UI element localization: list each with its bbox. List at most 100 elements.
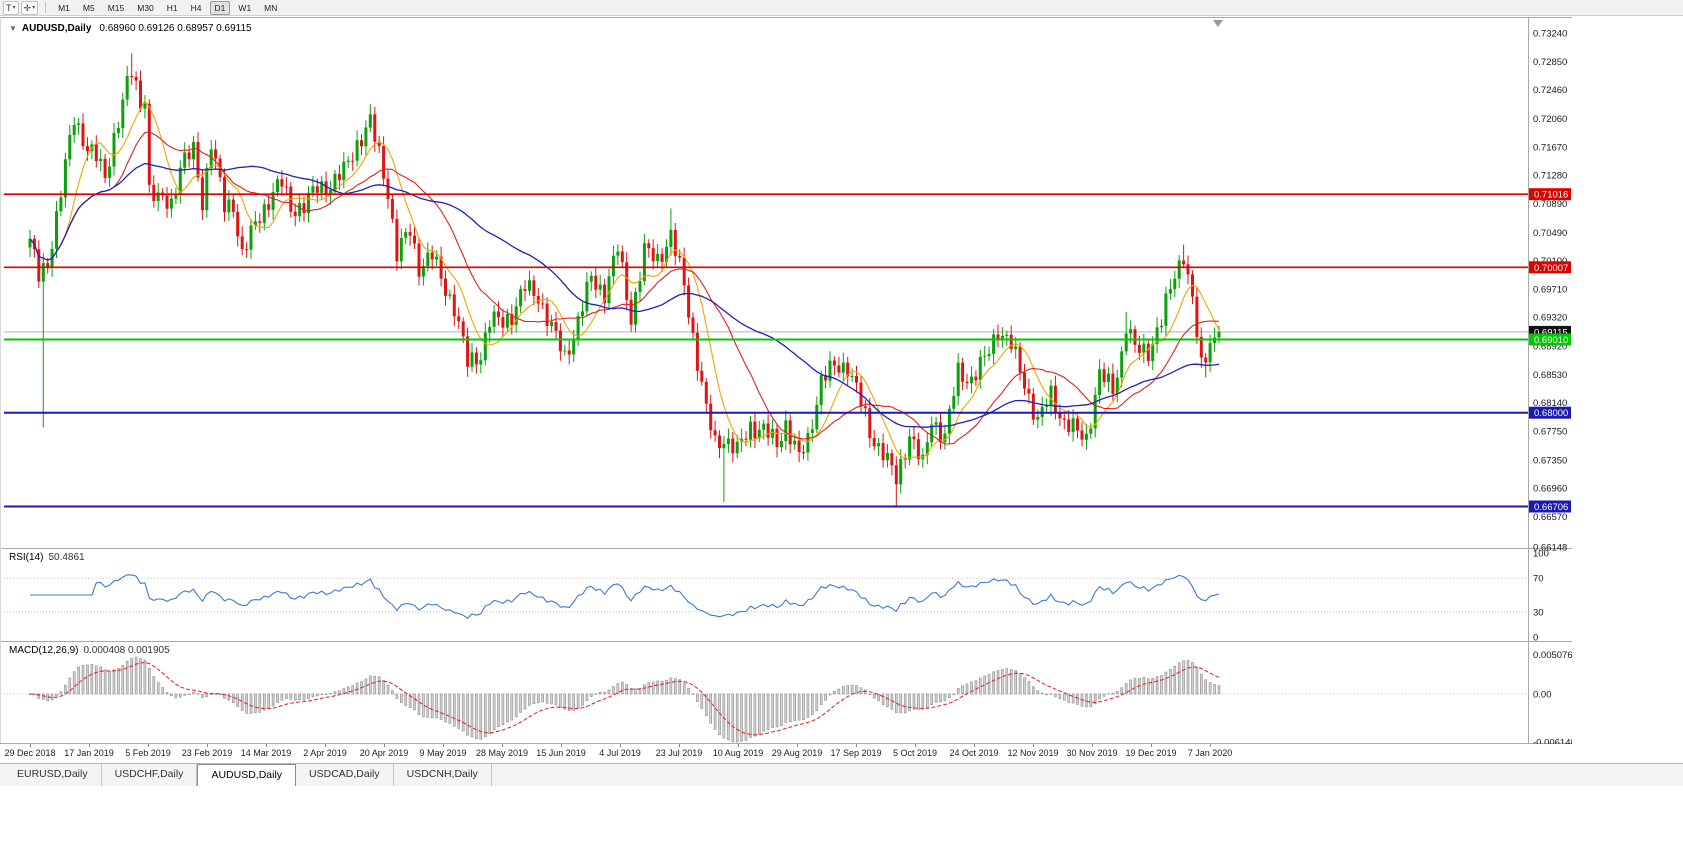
rsi-name: RSI(14): [9, 552, 44, 563]
date-label: 2 Apr 2019: [303, 748, 347, 758]
date-label: 15 Jun 2019: [536, 748, 586, 758]
date-tick: [620, 744, 621, 747]
date-tick: [561, 744, 562, 747]
price-badge: [1529, 261, 1571, 274]
date-label: 17 Jan 2019: [64, 748, 114, 758]
svg-text:0.69115: 0.69115: [1534, 327, 1568, 338]
time-axis[interactable]: 29 Dec 2018 17 Jan 2019 5 Feb 2019 23 Feb 2…: [0, 744, 1572, 763]
date-label: 17 Sep 2019: [830, 748, 882, 758]
timeframe-group: M1 M5 M15 M30 H1 H4 D1 W1 MN: [53, 0, 282, 15]
chart-canvas[interactable]: 0.73240 0.72850 0.72460 0.72060 0.71670 0.712…: [0, 17, 1572, 744]
date-label: 5 Feb 2019: [125, 748, 171, 758]
date-tick: [797, 744, 798, 747]
timeframe-button-m30[interactable]: M30: [137, 2, 154, 13]
svg-text:0.67350: 0.67350: [1533, 455, 1567, 466]
price-badge: [1529, 406, 1571, 419]
timeframe-button-w1[interactable]: W1: [238, 2, 252, 13]
price-badge: [1529, 333, 1571, 346]
collapse-chart-icon[interactable]: ▼: [9, 24, 17, 33]
date-tick: [1210, 744, 1211, 747]
macd-name: MACD(12,26,9): [9, 645, 79, 656]
svg-text:0.72460: 0.72460: [1533, 85, 1567, 96]
text-tool-icon: T: [6, 2, 12, 13]
svg-text:0.72850: 0.72850: [1533, 57, 1567, 68]
ohlc-values: 0.68960 0.69126 0.68957 0.69115: [99, 23, 252, 34]
date-tick: [502, 744, 503, 747]
date-tick: [915, 744, 916, 747]
svg-text:-0.006148: -0.006148: [1533, 738, 1572, 745]
svg-text:100: 100: [1533, 549, 1549, 560]
timeframe-button-mn[interactable]: MN: [264, 2, 278, 13]
crosshair-tool-button[interactable]: ✛ ▾: [20, 0, 39, 15]
chevron-down-icon: ▾: [32, 4, 36, 11]
timeframe-button-m5[interactable]: M5: [82, 2, 95, 13]
macd-current-values: 0.000408 0.001905: [83, 645, 170, 656]
date-label: 7 Jan 2020: [1187, 748, 1233, 758]
date-label: 28 May 2019: [475, 748, 529, 758]
symbol-title: AUDUSD,Daily: [21, 23, 92, 34]
timeframe-button-m15[interactable]: M15: [107, 2, 125, 13]
timeframe-button-d1[interactable]: D1: [209, 0, 231, 15]
tab-usdcnh[interactable]: USDCNH,Daily: [394, 764, 492, 786]
date-label: 5 Oct 2019: [892, 748, 938, 758]
rsi-line: [30, 574, 1220, 620]
date-label: 10 Aug 2019: [712, 748, 764, 758]
date-label: 23 Jul 2019: [655, 748, 703, 758]
date-tick: [856, 744, 857, 747]
text-tool-button[interactable]: T ▾: [3, 0, 19, 15]
chevron-down-icon: ▾: [12, 4, 16, 11]
tab-usdcad[interactable]: USDCAD,Daily: [296, 764, 394, 786]
rsi-indicator-label: RSI(14) 50.4861: [9, 552, 85, 563]
svg-text:0.67750: 0.67750: [1533, 426, 1567, 437]
chart-tab-bar: EURUSD,Daily USDCHF,Daily AUDUSD,Daily USDC…: [0, 763, 1683, 786]
svg-text:0: 0: [1533, 633, 1538, 644]
timeframe-button-m1[interactable]: M1: [58, 2, 70, 13]
svg-text:30: 30: [1533, 607, 1544, 618]
date-tick: [148, 744, 149, 747]
tab-audusd[interactable]: AUDUSD,Daily: [197, 764, 297, 786]
date-label: 4 Jul 2019: [599, 748, 641, 758]
date-tick: [384, 744, 385, 747]
svg-text:0.73240: 0.73240: [1533, 29, 1567, 40]
date-label: 12 Nov 2019: [1007, 748, 1059, 758]
crosshair-icon: ✛: [23, 2, 32, 13]
timeframe-button-h1[interactable]: H1: [166, 2, 178, 13]
svg-text:0.68920: 0.68920: [1533, 342, 1567, 353]
date-tick: [266, 744, 267, 747]
date-tick: [207, 744, 208, 747]
date-label: 9 May 2019: [419, 748, 467, 758]
date-tick: [1092, 744, 1093, 747]
date-tick: [738, 744, 739, 747]
svg-text:0.68530: 0.68530: [1533, 370, 1567, 381]
chart-title: ▼ AUDUSD,Daily 0.68960 0.69126 0.68957 0.6…: [9, 23, 252, 34]
date-label: 14 Mar 2019: [240, 748, 292, 758]
macd-signal-line: [29, 661, 1220, 736]
svg-text:0.68140: 0.68140: [1533, 398, 1567, 409]
ma-line-20: [29, 131, 1220, 445]
date-label: 23 Feb 2019: [181, 748, 233, 758]
svg-text:0.66706: 0.66706: [1534, 502, 1568, 513]
chart-shift-marker[interactable]: [1213, 20, 1223, 27]
svg-text:0.005076: 0.005076: [1533, 650, 1572, 661]
date-tick: [89, 744, 90, 747]
tab-eurusd[interactable]: EURUSD,Daily: [4, 764, 102, 786]
svg-text:0.68000: 0.68000: [1534, 408, 1568, 419]
svg-text:0.00: 0.00: [1533, 690, 1552, 701]
svg-text:0.70890: 0.70890: [1533, 199, 1567, 210]
date-tick: [30, 744, 31, 747]
svg-text:0.66960: 0.66960: [1533, 484, 1567, 495]
macd-indicator-label: MACD(12,26,9) 0.000408 0.001905: [9, 645, 170, 656]
price-badge: [1529, 500, 1571, 513]
rsi-current-value: 50.4861: [48, 552, 85, 563]
date-tick: [325, 744, 326, 747]
date-label: 29 Dec 2018: [4, 748, 56, 758]
date-tick: [1033, 744, 1034, 747]
svg-text:0.71280: 0.71280: [1533, 171, 1567, 182]
date-tick: [679, 744, 680, 747]
timeframe-button-h4[interactable]: H4: [190, 2, 202, 13]
tab-usdchf[interactable]: USDCHF,Daily: [102, 764, 198, 786]
svg-text:0.69320: 0.69320: [1533, 313, 1567, 324]
date-tick: [1151, 744, 1152, 747]
svg-text:0.70007: 0.70007: [1534, 263, 1568, 274]
